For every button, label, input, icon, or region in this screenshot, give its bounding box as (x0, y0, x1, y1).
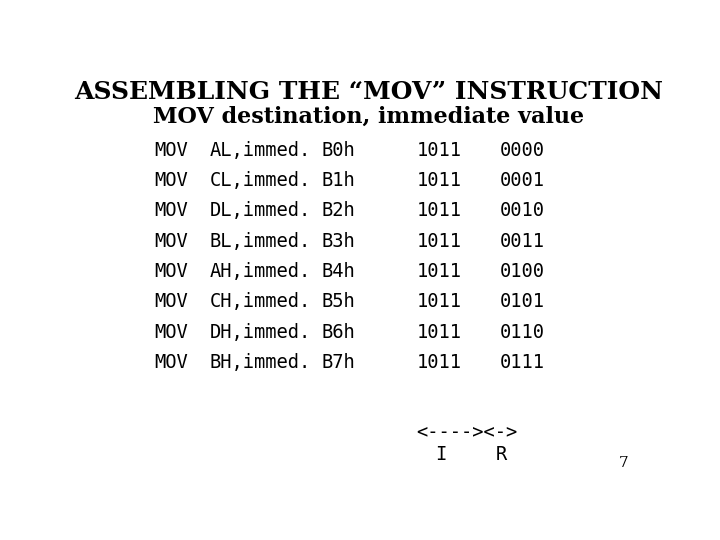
Text: MOV: MOV (154, 353, 188, 372)
Text: B3h: B3h (322, 232, 356, 251)
Text: MOV: MOV (154, 292, 188, 311)
Text: 0001: 0001 (500, 171, 545, 190)
Text: <----><->: <----><-> (416, 423, 518, 442)
Text: 1011: 1011 (416, 201, 462, 220)
Text: ASSEMBLING THE “MOV” INSTRUCTION: ASSEMBLING THE “MOV” INSTRUCTION (74, 80, 664, 104)
Text: DH,immed.: DH,immed. (210, 323, 311, 342)
Text: B7h: B7h (322, 353, 356, 372)
Text: BH,immed.: BH,immed. (210, 353, 311, 372)
Text: 1011: 1011 (416, 292, 462, 311)
Text: DL,immed.: DL,immed. (210, 201, 311, 220)
Text: 0000: 0000 (500, 140, 545, 159)
Text: MOV: MOV (154, 232, 188, 251)
Text: I: I (435, 446, 446, 464)
Text: B6h: B6h (322, 323, 356, 342)
Text: 0100: 0100 (500, 262, 545, 281)
Text: AH,immed.: AH,immed. (210, 262, 311, 281)
Text: MOV: MOV (154, 201, 188, 220)
Text: CH,immed.: CH,immed. (210, 292, 311, 311)
Text: CL,immed.: CL,immed. (210, 171, 311, 190)
Text: B0h: B0h (322, 140, 356, 159)
Text: 1011: 1011 (416, 140, 462, 159)
Text: MOV destination, immediate value: MOV destination, immediate value (153, 106, 585, 128)
Text: 0101: 0101 (500, 292, 545, 311)
Text: 0111: 0111 (500, 353, 545, 372)
Text: AL,immed.: AL,immed. (210, 140, 311, 159)
Text: B1h: B1h (322, 171, 356, 190)
Text: MOV: MOV (154, 140, 188, 159)
Text: 1011: 1011 (416, 171, 462, 190)
Text: R: R (496, 446, 508, 464)
Text: 7: 7 (619, 456, 629, 470)
Text: MOV: MOV (154, 171, 188, 190)
Text: B5h: B5h (322, 292, 356, 311)
Text: 0110: 0110 (500, 323, 545, 342)
Text: 1011: 1011 (416, 232, 462, 251)
Text: BL,immed.: BL,immed. (210, 232, 311, 251)
Text: 0011: 0011 (500, 232, 545, 251)
Text: B4h: B4h (322, 262, 356, 281)
Text: 1011: 1011 (416, 323, 462, 342)
Text: MOV: MOV (154, 323, 188, 342)
Text: 0010: 0010 (500, 201, 545, 220)
Text: MOV: MOV (154, 262, 188, 281)
Text: 1011: 1011 (416, 353, 462, 372)
Text: B2h: B2h (322, 201, 356, 220)
Text: 1011: 1011 (416, 262, 462, 281)
